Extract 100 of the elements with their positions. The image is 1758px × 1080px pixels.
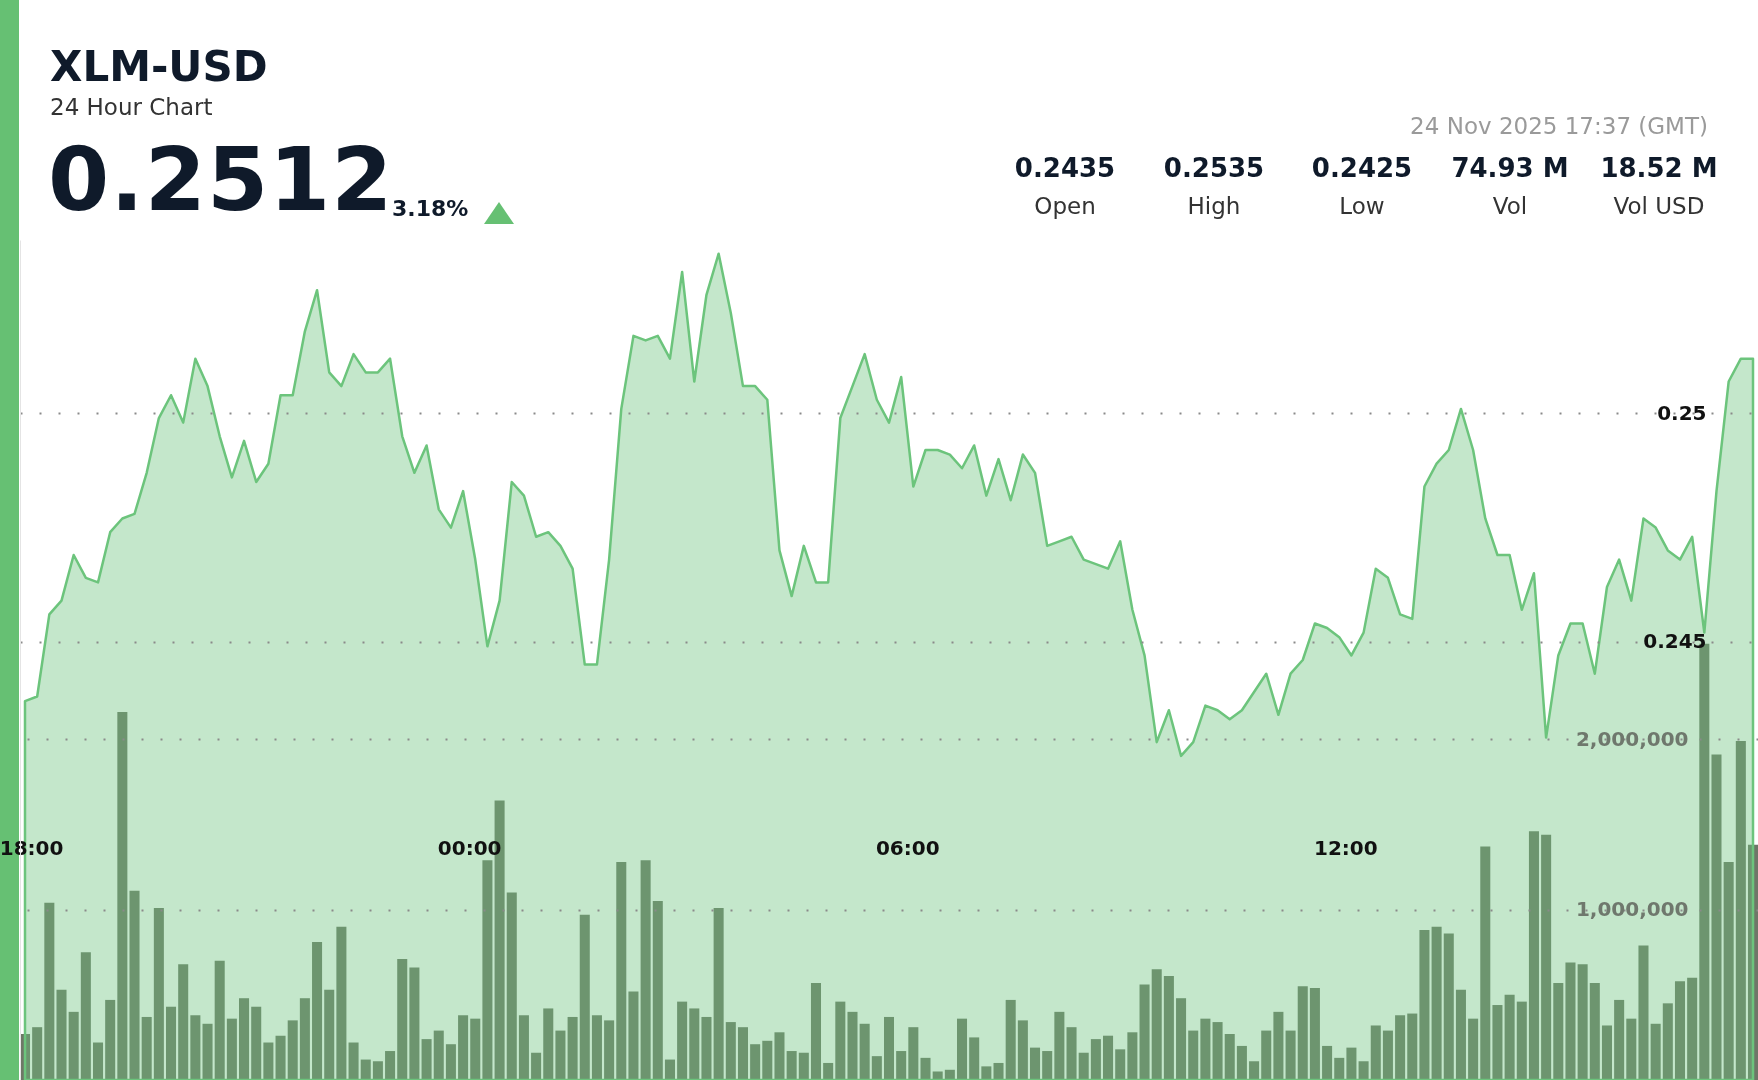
bar (810, 982, 821, 1080)
bar (1443, 933, 1454, 1080)
bar (1504, 994, 1515, 1080)
bar (750, 1044, 761, 1080)
bar (652, 901, 663, 1080)
bar (1614, 999, 1625, 1080)
bar (1626, 1018, 1637, 1080)
bar (1163, 976, 1174, 1080)
bar (555, 1030, 566, 1080)
bar (324, 989, 335, 1080)
bar (1322, 1045, 1333, 1080)
bar (1577, 964, 1588, 1080)
bar (1285, 1030, 1296, 1080)
x-tick-label: 18:00 (0, 835, 64, 860)
bar (458, 1015, 469, 1080)
bar (1078, 1052, 1089, 1080)
bar (677, 1001, 688, 1080)
bar (397, 959, 408, 1080)
bar (591, 1015, 602, 1080)
bar (202, 1023, 213, 1080)
bar (579, 914, 590, 1080)
bar (518, 1015, 529, 1080)
bar (604, 1020, 615, 1080)
bar (239, 998, 250, 1080)
bar (1662, 1003, 1673, 1080)
bar (275, 1035, 286, 1080)
bar (774, 1032, 785, 1080)
bar (1687, 977, 1698, 1080)
bar (1674, 981, 1685, 1080)
y-tick-label: 0.245 (1643, 629, 1707, 654)
bar (689, 1008, 700, 1080)
bar (713, 907, 724, 1080)
text: Vol USD (1612, 193, 1706, 219)
bar (470, 1018, 481, 1080)
text: 0.2512 (48, 128, 394, 231)
bar (409, 967, 420, 1080)
bar (993, 1062, 1004, 1080)
bar (214, 960, 225, 1080)
bar (68, 1011, 79, 1080)
bar (1638, 945, 1649, 1080)
bar (178, 964, 189, 1080)
bar (1395, 1015, 1406, 1080)
bar (1151, 969, 1162, 1080)
text: 0.2425 (1311, 153, 1413, 183)
bar (1030, 1047, 1041, 1080)
bar (1589, 982, 1600, 1080)
bar (336, 926, 347, 1080)
bar (19, 1034, 31, 1080)
bar (640, 860, 651, 1080)
bar (1747, 844, 1758, 1080)
bar (1297, 986, 1308, 1080)
bar (1127, 1032, 1138, 1080)
bar (506, 892, 517, 1080)
bar (226, 1018, 237, 1080)
bar (1261, 1030, 1272, 1080)
bar (1735, 740, 1746, 1080)
bar (798, 1052, 809, 1080)
bar (1005, 999, 1016, 1080)
bar (1431, 926, 1442, 1080)
bar (1358, 1061, 1369, 1080)
bar (1212, 1022, 1223, 1080)
bar (1200, 1018, 1211, 1080)
text: Vol (1491, 193, 1529, 219)
bar (1066, 1027, 1077, 1080)
x-tick-label: 12:00 (1314, 835, 1378, 860)
bar (944, 1069, 955, 1080)
bar (190, 1015, 201, 1080)
bar (1711, 754, 1722, 1080)
bar (1370, 1025, 1381, 1080)
bar (1553, 982, 1564, 1080)
text: 74.93 M (1451, 153, 1569, 183)
bar (737, 1027, 748, 1080)
bar (482, 860, 493, 1080)
bar (1541, 834, 1552, 1080)
bar (725, 1022, 736, 1080)
bar (908, 1027, 919, 1080)
bar (957, 1018, 968, 1080)
bar (1139, 984, 1150, 1080)
bar (385, 1051, 396, 1080)
bar (1176, 998, 1187, 1080)
bar (433, 1030, 444, 1080)
bar (287, 1020, 298, 1080)
bar (129, 890, 140, 1080)
y-tick-label: 0.25 (1657, 400, 1707, 425)
bar (883, 1016, 895, 1080)
bar (1224, 1034, 1235, 1080)
bar (847, 1011, 858, 1080)
bar (299, 998, 310, 1080)
text: Open (1033, 193, 1097, 219)
text: 3.18% (392, 196, 469, 221)
bar (1249, 1061, 1260, 1080)
bar (1455, 989, 1466, 1080)
text: 18.52 M (1600, 153, 1718, 183)
bar (543, 1008, 554, 1080)
text: 24 Nov 2025 17:37 (GMT) (1410, 113, 1708, 139)
bar (1334, 1057, 1345, 1080)
bar (1723, 861, 1734, 1080)
bar (871, 1056, 882, 1080)
bar (969, 1037, 980, 1080)
bar (1407, 1013, 1418, 1080)
